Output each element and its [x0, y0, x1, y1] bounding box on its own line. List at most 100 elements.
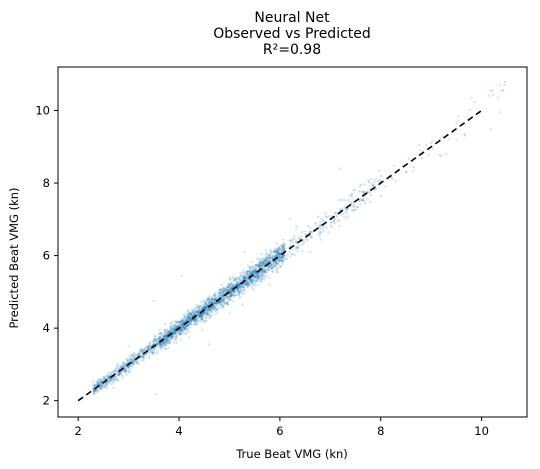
- data-point: [128, 354, 131, 357]
- data-point: [191, 311, 195, 314]
- data-point: [108, 373, 112, 376]
- data-point: [244, 282, 247, 286]
- data-point: [236, 283, 239, 287]
- chart-title-line-3: R²=0.98: [263, 42, 321, 58]
- data-point: [124, 370, 128, 374]
- data-point: [282, 241, 285, 245]
- data-point: [209, 301, 213, 304]
- data-point: [184, 324, 187, 328]
- data-point: [448, 138, 451, 141]
- data-point: [165, 328, 169, 331]
- data-point: [251, 264, 254, 268]
- data-point: [108, 375, 111, 379]
- data-point: [199, 316, 202, 319]
- data-point: [204, 300, 207, 304]
- data-point: [364, 202, 367, 205]
- data-point: [193, 323, 196, 326]
- data-point: [202, 306, 206, 309]
- data-point: [194, 318, 197, 321]
- data-point: [103, 377, 106, 381]
- reference-line: [77, 109, 483, 402]
- data-point: [266, 256, 269, 260]
- data-point: [182, 320, 185, 324]
- data-point: [116, 363, 120, 366]
- data-point: [280, 255, 283, 259]
- data-point: [165, 340, 168, 343]
- data-point: [186, 329, 189, 332]
- data-point: [179, 323, 183, 326]
- data-point: [164, 336, 167, 339]
- data-point: [93, 384, 96, 388]
- data-point: [252, 284, 256, 287]
- data-point: [180, 320, 184, 323]
- data-point: [260, 274, 263, 278]
- data-point: [92, 384, 95, 387]
- data-point: [296, 246, 300, 250]
- data-point: [130, 356, 133, 360]
- data-point: [223, 296, 227, 300]
- data-point: [252, 278, 255, 281]
- data-point: [107, 376, 110, 379]
- data-point: [197, 316, 201, 319]
- data-point: [100, 378, 103, 381]
- data-point: [242, 275, 246, 279]
- data-point: [457, 119, 461, 123]
- data-point: [190, 315, 193, 318]
- data-point: [456, 115, 460, 118]
- data-point: [250, 280, 254, 284]
- data-point: [153, 338, 156, 341]
- data-point: [226, 295, 230, 298]
- data-point: [188, 317, 191, 321]
- data-point: [219, 294, 223, 298]
- data-point: [276, 267, 280, 270]
- data-point: [95, 383, 99, 386]
- data-point: [248, 272, 252, 275]
- data-point: [280, 244, 283, 247]
- data-point: [199, 314, 202, 318]
- data-point: [223, 297, 226, 301]
- data-point: [170, 334, 173, 338]
- data-point: [127, 368, 131, 372]
- data-point: [110, 382, 114, 386]
- data-point: [133, 359, 136, 363]
- data-point: [250, 286, 253, 290]
- data-point: [233, 290, 237, 293]
- data-point: [135, 360, 139, 364]
- data-point: [181, 328, 184, 331]
- data-point: [188, 318, 191, 321]
- data-point: [108, 376, 111, 380]
- data-point: [164, 347, 168, 350]
- data-point: [192, 311, 195, 315]
- data-point: [259, 261, 263, 264]
- data-point: [260, 270, 263, 274]
- data-point: [101, 384, 104, 388]
- data-point: [391, 177, 394, 180]
- data-point: [201, 317, 204, 320]
- data-point: [276, 258, 279, 261]
- data-point: [338, 198, 341, 202]
- data-point: [228, 289, 231, 292]
- data-point: [181, 325, 185, 328]
- data-point: [173, 332, 177, 335]
- data-point: [230, 294, 233, 297]
- data-point: [194, 312, 198, 315]
- data-point: [236, 288, 240, 291]
- data-point: [362, 190, 365, 193]
- data-point: [124, 365, 128, 368]
- data-point: [156, 342, 159, 346]
- data-point: [267, 268, 270, 272]
- data-point: [112, 386, 115, 390]
- data-point: [131, 358, 134, 361]
- data-point: [371, 184, 375, 187]
- data-point: [126, 358, 129, 362]
- data-point: [208, 316, 211, 319]
- data-point: [175, 334, 178, 337]
- data-point: [217, 301, 221, 305]
- data-point: [207, 307, 211, 311]
- data-point: [207, 296, 210, 300]
- data-point: [186, 311, 189, 315]
- data-point: [218, 299, 221, 303]
- data-point: [264, 269, 267, 273]
- data-point: [132, 357, 135, 361]
- data-point: [320, 217, 323, 221]
